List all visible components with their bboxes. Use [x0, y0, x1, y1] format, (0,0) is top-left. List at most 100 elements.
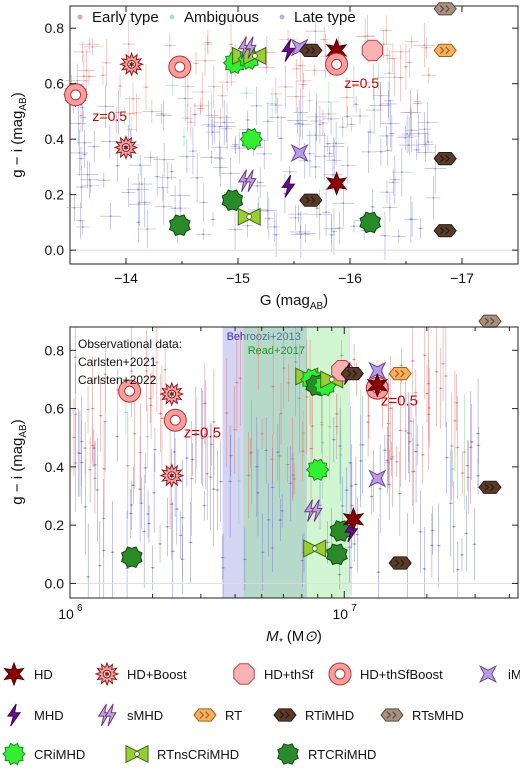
- top-y-axis-label: g − i (magAB): [9, 92, 29, 177]
- legend-label: RTCRiMHD: [308, 747, 376, 762]
- obs-point: [250, 451, 253, 453]
- obs-point: [225, 127, 228, 130]
- obs-point: [102, 517, 105, 520]
- obs-point: [238, 147, 241, 150]
- obs-point: [73, 436, 75, 439]
- obs-point: [400, 171, 403, 174]
- obs-point: [282, 367, 285, 369]
- obs-point: [355, 103, 357, 106]
- obs-point: [140, 502, 143, 505]
- obs-point: [308, 99, 311, 102]
- obs-point: [203, 402, 206, 405]
- obs-point: [272, 385, 275, 388]
- obs-point: [202, 201, 205, 204]
- obs-point: [143, 201, 146, 204]
- obs-point: [137, 188, 140, 191]
- legend-label: CRiMHD: [34, 747, 85, 762]
- legend-marker-mhd: [6, 703, 22, 727]
- obs-point: [219, 480, 222, 483]
- obs-point: [144, 467, 147, 469]
- obs-point: [204, 59, 206, 62]
- sim-point-mhd: [281, 39, 296, 62]
- obs-point: [235, 381, 238, 384]
- obs-ref-2: Carlsten+2022: [78, 373, 157, 387]
- sim-point-hd-thsfboost: [118, 379, 142, 403]
- obs-point: [191, 458, 194, 461]
- obs-point: [294, 216, 297, 219]
- obs-point: [350, 566, 352, 569]
- obs-point: [202, 233, 205, 236]
- legend-marker-crimhd: [2, 742, 26, 766]
- sim-point-rtnscrimhd: [237, 207, 261, 226]
- legend-label: HD+thSf: [264, 667, 314, 682]
- sim-point-rtcrimhd: [359, 211, 382, 234]
- obs-legend-label: Early type: [92, 9, 159, 26]
- obs-point: [332, 173, 334, 176]
- top-obs-legend: Early type Ambiguous Late type: [77, 9, 356, 26]
- obs-point: [463, 451, 466, 453]
- legend-marker-hd: [3, 661, 25, 687]
- legend-marker-rtimhd: [273, 708, 297, 722]
- obs-point: [175, 508, 178, 510]
- obs-point: [96, 489, 99, 491]
- obs-point: [367, 150, 370, 153]
- obs-point: [456, 446, 459, 449]
- obs-point: [276, 451, 279, 454]
- legend-label: RTsMHD: [412, 708, 464, 723]
- obs-point: [234, 145, 237, 148]
- obs-point: [183, 135, 185, 138]
- sim-point-rtimhd: [340, 367, 364, 381]
- obs-point: [444, 375, 447, 377]
- sim-point-hd-boost: [159, 463, 185, 489]
- obs-legend-marker: [279, 14, 285, 20]
- z-annotation: z=0.5: [381, 393, 418, 410]
- obs-point: [425, 46, 428, 49]
- obs-point: [338, 573, 341, 576]
- legend-label: MHD: [34, 708, 64, 723]
- obs-point: [210, 156, 213, 159]
- obs-point: [199, 107, 202, 110]
- obs-point: [410, 40, 413, 43]
- obs-point: [356, 533, 359, 536]
- obs-point: [430, 544, 433, 547]
- obs-point: [379, 104, 382, 107]
- obs-point: [79, 219, 82, 222]
- obs-point: [423, 44, 426, 47]
- obs-point: [354, 483, 357, 486]
- obs-point: [379, 487, 382, 490]
- z-annotation: z=0.5: [184, 425, 221, 442]
- legend-label: iMHD: [508, 667, 520, 682]
- legend-marker-smhd: [97, 703, 117, 727]
- obs-point: [139, 451, 142, 454]
- obs-point: [201, 91, 204, 93]
- sim-point-rtimhd: [478, 480, 502, 494]
- sim-point-imhd: [368, 361, 387, 380]
- obs-point: [275, 233, 278, 236]
- obs-point: [265, 66, 268, 69]
- obs-point: [411, 218, 413, 221]
- obs-point: [206, 472, 209, 475]
- obs-point: [212, 85, 215, 88]
- y-tick-label: 0.6: [45, 401, 65, 417]
- obs-point: [153, 491, 156, 494]
- obs-point: [330, 118, 332, 120]
- sim-point-hd-thsfboost: [163, 408, 187, 432]
- obs-point: [341, 126, 344, 128]
- obs-point: [353, 225, 355, 228]
- legend-label: HD+Boost: [127, 667, 187, 682]
- sim-point-rtsmhd: [478, 314, 502, 328]
- obs-point: [426, 121, 429, 124]
- obs-point: [261, 432, 264, 435]
- obs-point: [340, 354, 343, 357]
- obs-title: Observational data:: [78, 337, 182, 351]
- obs-point: [341, 505, 344, 507]
- obs-point: [386, 54, 389, 57]
- obs-point: [168, 44, 171, 47]
- obs-point: [405, 65, 407, 68]
- obs-point: [148, 522, 150, 525]
- sim-point-hd-thsf: [361, 39, 384, 62]
- obs-point: [89, 184, 92, 187]
- obs-point: [189, 541, 192, 544]
- bottom-y-axis-label: g − i (magAB): [9, 419, 29, 504]
- obs-point: [409, 111, 412, 114]
